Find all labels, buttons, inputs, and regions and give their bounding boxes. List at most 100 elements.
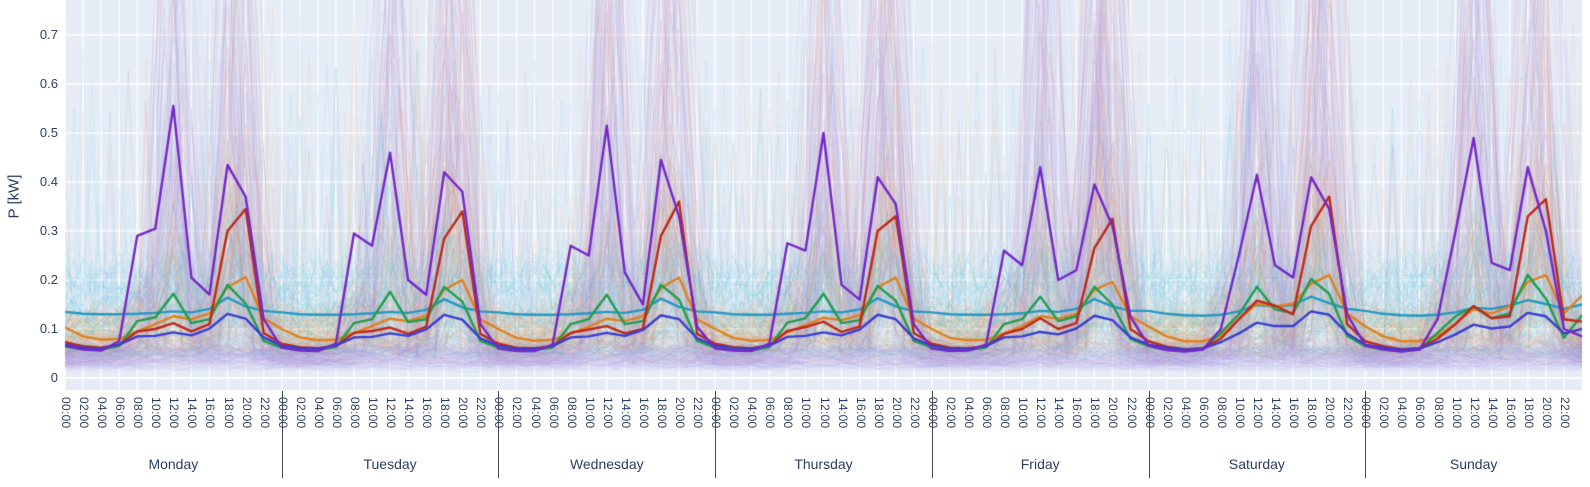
y-tick-label: 0.3 [39, 223, 58, 238]
day-separator [498, 391, 500, 478]
x-tick-label: 22:00 [1557, 397, 1572, 429]
y-tick-label: 0.5 [39, 125, 58, 140]
x-tick-label: 12:00 [817, 397, 832, 429]
x-tick-label: 12:00 [1250, 397, 1265, 429]
x-tick-label: 02:00 [727, 397, 742, 429]
x-tick-label: 04:00 [1178, 397, 1193, 429]
x-tick-label: 20:00 [1539, 397, 1554, 429]
x-tick-label: 22:00 [1124, 397, 1139, 429]
x-tick-label: 22:00 [1341, 397, 1356, 429]
x-tick-label: 18:00 [438, 397, 453, 429]
day-separator [931, 391, 933, 478]
day-label: Tuesday [363, 456, 417, 472]
x-tick-label: 06:00 [113, 397, 128, 429]
x-tick-label: 08:00 [781, 397, 796, 429]
y-tick-label: 0.1 [39, 321, 58, 336]
x-tick-label: 14:00 [835, 397, 850, 429]
x-tick-label: 02:00 [943, 397, 958, 429]
x-tick-label: 04:00 [528, 397, 543, 429]
y-tick-label: 0 [50, 370, 58, 385]
x-tick-label: 02:00 [293, 397, 308, 429]
x-tick-label: 16:00 [636, 397, 651, 429]
x-tick-label: 02:00 [510, 397, 525, 429]
day-label: Thursday [794, 456, 853, 472]
day-separator [1148, 391, 1150, 478]
plot-area[interactable] [0, 0, 1590, 391]
x-tick-label: 12:00 [167, 397, 182, 429]
x-tick-label: 16:00 [203, 397, 218, 429]
x-tick-label: 06:00 [763, 397, 778, 429]
x-tick-label: 14:00 [618, 397, 633, 429]
x-tick-label: 18:00 [221, 397, 236, 429]
x-tick-label: 18:00 [871, 397, 886, 429]
x-tick-label: 20:00 [1106, 397, 1121, 429]
x-tick-label: 04:00 [1395, 397, 1410, 429]
day-label: Saturday [1228, 456, 1285, 472]
x-tick-label: 02:00 [77, 397, 92, 429]
x-tick-label: 08:00 [998, 397, 1013, 429]
x-tick-label: 04:00 [95, 397, 110, 429]
x-tick-label: 10:00 [799, 397, 814, 429]
x-tick-label: 02:00 [1160, 397, 1175, 429]
day-separator [281, 391, 283, 478]
x-tick-label: 06:00 [329, 397, 344, 429]
day-label: Friday [1020, 456, 1060, 472]
x-tick-label: 08:00 [1214, 397, 1229, 429]
x-tick-label: 10:00 [1016, 397, 1031, 429]
x-tick-label: 18:00 [1088, 397, 1103, 429]
x-tick-label: 08:00 [131, 397, 146, 429]
day-label: Wednesday [569, 456, 644, 472]
x-tick-label: 16:00 [1503, 397, 1518, 429]
x-tick-label: 20:00 [1323, 397, 1338, 429]
x-tick-label: 04:00 [745, 397, 760, 429]
x-tick-label: 22:00 [907, 397, 922, 429]
x-tick-label: 12:00 [1467, 397, 1482, 429]
x-tick-label: 16:00 [1287, 397, 1302, 429]
x-tick-label: 10:00 [1449, 397, 1464, 429]
y-tick-label: 0.7 [39, 27, 58, 42]
day-label: Sunday [1449, 456, 1498, 472]
x-tick-label: 06:00 [1413, 397, 1428, 429]
x-tick-label: 14:00 [185, 397, 200, 429]
day-label: Monday [148, 456, 199, 472]
x-tick-label: 20:00 [889, 397, 904, 429]
x-tick-label: 12:00 [600, 397, 615, 429]
x-tick-label: 06:00 [546, 397, 561, 429]
x-tick-label: 20:00 [239, 397, 254, 429]
y-tick-label: 0.4 [39, 174, 58, 189]
x-tick-label: 10:00 [582, 397, 597, 429]
x-tick-label: 22:00 [257, 397, 272, 429]
x-tick-label: 16:00 [853, 397, 868, 429]
x-tick-label: 20:00 [456, 397, 471, 429]
x-tick-label: 08:00 [564, 397, 579, 429]
x-tick-label: 08:00 [1431, 397, 1446, 429]
x-tick-label: 18:00 [1305, 397, 1320, 429]
x-tick-label: 10:00 [149, 397, 164, 429]
x-tick-label: 06:00 [980, 397, 995, 429]
x-tick-label: 02:00 [1377, 397, 1392, 429]
x-tick-label: 14:00 [1052, 397, 1067, 429]
x-tick-label: 12:00 [384, 397, 399, 429]
x-tick-label: 16:00 [1070, 397, 1085, 429]
day-separator [715, 391, 717, 478]
day-separator [1365, 391, 1367, 478]
y-tick-label: 0.6 [39, 76, 58, 91]
x-tick-label: 10:00 [1232, 397, 1247, 429]
x-tick-label: 08:00 [347, 397, 362, 429]
x-tick-label: 22:00 [474, 397, 489, 429]
y-tick-label: 0.2 [39, 272, 58, 287]
x-tick-label: 16:00 [420, 397, 435, 429]
x-tick-label: 14:00 [1268, 397, 1283, 429]
x-tick-label: 12:00 [1034, 397, 1049, 429]
x-tick-label: 14:00 [1485, 397, 1500, 429]
x-tick-label: 04:00 [961, 397, 976, 429]
x-tick-label: 04:00 [311, 397, 326, 429]
x-tick-label: 14:00 [402, 397, 417, 429]
x-tick-label: 18:00 [654, 397, 669, 429]
x-tick-label: 18:00 [1521, 397, 1536, 429]
x-tick-label: 06:00 [1196, 397, 1211, 429]
x-tick-label: 00:00 [59, 397, 73, 429]
x-tick-label: 20:00 [673, 397, 688, 429]
x-tick-label: 22:00 [691, 397, 706, 429]
